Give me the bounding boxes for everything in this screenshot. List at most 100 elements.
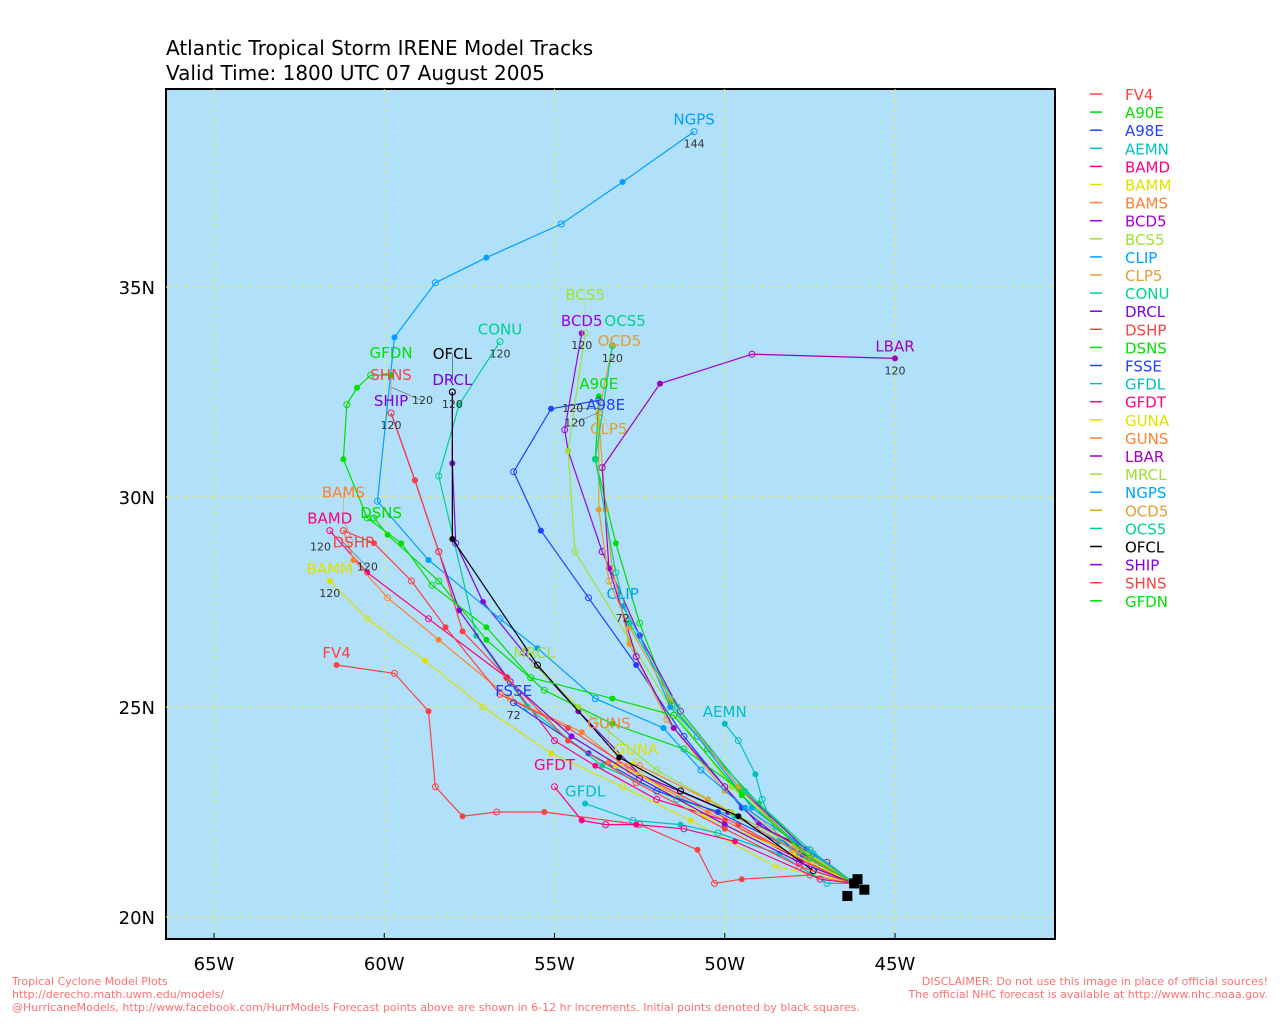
legend-label: NGPS <box>1125 484 1166 502</box>
track-label: MRCL <box>513 644 555 662</box>
forecast-point <box>636 619 644 627</box>
forecast-point <box>721 825 728 832</box>
forecast-point <box>425 615 433 623</box>
forecast-point <box>493 808 501 816</box>
y-tick-label: 25N <box>119 698 155 719</box>
forecast-point <box>510 468 518 476</box>
forecast-point <box>742 804 749 811</box>
track-label: CONU <box>478 321 522 339</box>
tau-label: 120 <box>319 587 340 600</box>
forecast-point <box>690 128 698 136</box>
forecast-point <box>619 783 627 791</box>
forecast-point <box>431 279 439 287</box>
forecast-point <box>772 863 780 871</box>
x-tick-label: 60W <box>364 954 405 975</box>
track-line <box>329 530 855 884</box>
track-line <box>594 345 855 884</box>
track-gfdt <box>551 783 855 884</box>
forecast-point <box>561 426 569 434</box>
track-label: OCS5 <box>604 312 645 330</box>
forecast-point <box>676 787 684 795</box>
track-line <box>343 530 855 884</box>
track-line <box>390 412 855 884</box>
footer-left-line-2: http://derecho.math.uwm.edu/models/ <box>12 988 224 1001</box>
tau-label: 120 <box>571 339 592 352</box>
grid <box>166 89 1055 939</box>
legend: FV4A90EA98EAEMNBAMDBAMMBAMSBCD5BCS5CLIPC… <box>1090 86 1171 611</box>
forecast-point <box>496 690 504 698</box>
track-fv4 <box>333 662 855 887</box>
forecast-point <box>483 254 490 261</box>
forecast-point <box>676 707 684 715</box>
footer-right-line-1: DISCLAIMER: Do not use this image in pla… <box>922 975 1268 988</box>
forecast-point <box>633 821 640 828</box>
forecast-point <box>632 653 640 661</box>
forecast-point <box>407 577 415 585</box>
track-label: BCD5 <box>561 312 603 330</box>
label-leader-line <box>598 406 609 430</box>
forecast-point <box>626 641 633 647</box>
forecast-point <box>326 527 334 535</box>
x-tick-label: 55W <box>534 954 575 975</box>
forecast-point <box>510 699 518 707</box>
forecast-point <box>575 704 582 710</box>
forecast-point <box>612 569 620 577</box>
forecast-point <box>752 771 759 778</box>
track-label: CLIP <box>606 585 638 603</box>
legend-label: OFCL <box>1125 539 1165 557</box>
tau-label: 120 <box>381 419 402 432</box>
track-label: BAMM <box>307 560 353 578</box>
forecast-point <box>565 725 572 731</box>
forecast-point <box>390 669 398 677</box>
legend-label: CLIP <box>1125 249 1157 267</box>
forecast-point <box>367 371 375 379</box>
forecast-point <box>333 662 340 668</box>
track-label: A90E <box>579 375 618 393</box>
forecast-point <box>585 594 593 602</box>
forecast-point <box>816 875 824 883</box>
forecast-point <box>629 816 637 824</box>
track-line <box>342 374 855 884</box>
forecast-point <box>435 472 443 480</box>
forecast-point <box>459 813 466 820</box>
forecast-point <box>796 858 804 866</box>
axis-ticks: 65W 60W 55W 50W 45W 20N 25N 30N 35N <box>119 278 916 975</box>
initial-point-marker <box>842 891 853 901</box>
forecast-point <box>758 795 766 803</box>
forecast-point <box>435 548 443 556</box>
forecast-point <box>626 620 633 626</box>
forecast-point <box>742 788 749 794</box>
legend-label: LBAR <box>1125 448 1164 466</box>
legend-label: CONU <box>1125 285 1169 303</box>
forecast-point <box>599 762 606 769</box>
forecast-point <box>339 527 347 535</box>
legend-label: BAMM <box>1125 177 1171 195</box>
track-label: BAMD <box>307 510 352 528</box>
forecast-point <box>608 342 616 350</box>
legend-label: FV4 <box>1125 86 1153 104</box>
forecast-point <box>789 846 797 854</box>
forecast-point <box>731 838 738 845</box>
forecast-point <box>609 720 616 727</box>
y-tick-label: 35N <box>119 278 155 299</box>
forecast-point <box>411 477 418 484</box>
forecast-point <box>738 792 745 799</box>
forecast-point <box>534 645 541 652</box>
tau-label: 120 <box>310 540 331 553</box>
legend-label: DRCL <box>1125 303 1166 321</box>
forecast-point <box>616 754 623 761</box>
tau-label: 120 <box>490 348 511 361</box>
track-line <box>584 803 855 885</box>
forecast-point <box>571 548 579 556</box>
track-line <box>342 530 855 884</box>
forecast-point <box>370 514 378 522</box>
track-line <box>601 353 896 884</box>
y-tick-label: 20N <box>119 908 155 929</box>
forecast-point <box>483 636 490 643</box>
track-shns <box>387 409 855 884</box>
forecast-point <box>578 817 585 824</box>
forecast-point <box>548 405 555 412</box>
forecast-point <box>483 624 490 631</box>
forecast-point <box>496 338 504 346</box>
forecast-point <box>636 774 644 782</box>
